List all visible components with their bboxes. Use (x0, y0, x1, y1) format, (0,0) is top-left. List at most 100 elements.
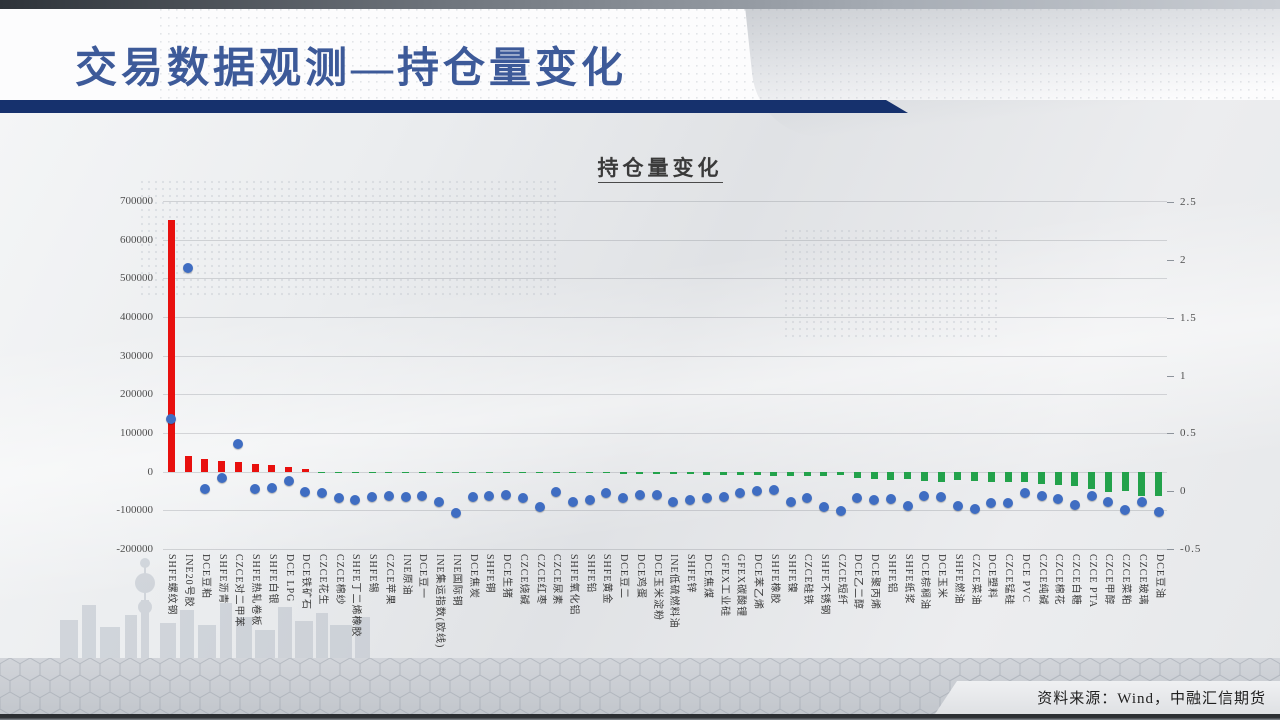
scatter-dot (601, 488, 612, 499)
bar-negative (1021, 471, 1029, 483)
x-axis-category-label: DCE聚丙烯 (869, 554, 881, 610)
scatter-dot (618, 493, 629, 504)
secondary-y-axis-tick (1167, 549, 1174, 550)
bar-negative (971, 471, 979, 481)
x-axis-category-label: INE20号胶 (183, 554, 195, 608)
x-axis-category-label: SHFE橡胶 (768, 554, 780, 605)
bar-positive (218, 460, 226, 472)
x-axis-category-label: INE原油 (400, 554, 412, 596)
x-axis-category-label: CZCE锰硅 (1003, 554, 1015, 606)
x-axis-category-label: CZCE尿素 (551, 554, 563, 606)
bar-negative (736, 471, 744, 476)
scatter-dot (685, 495, 696, 506)
source-text: 资料来源：Wind，中融汇信期货 (1037, 691, 1266, 707)
scatter-dot (852, 493, 863, 504)
x-axis-category-label: DCE塑料 (986, 554, 998, 599)
bottom-edge-line (0, 714, 1280, 720)
bar-negative (770, 471, 778, 476)
scatter-dot (199, 483, 210, 494)
secondary-y-axis-tick (1167, 375, 1174, 377)
gridline (163, 355, 1167, 357)
x-axis-category-label: CZCE对二甲苯 (233, 554, 245, 628)
x-axis-category-label: CZCE菜油 (969, 554, 981, 606)
scatter-dot (233, 438, 244, 449)
scatter-dot (1019, 488, 1030, 499)
scatter-dot (283, 475, 294, 486)
y-axis-tick-label: 100000 (120, 427, 153, 439)
x-axis-category-label: DCE焦炭 (467, 554, 479, 599)
bar-negative (351, 471, 359, 473)
x-axis-category-label: SHFE螺纹钢 (166, 554, 178, 616)
scatter-dot (216, 473, 227, 484)
x-axis-category-label: SHFE丁二烯橡胶 (350, 554, 362, 638)
x-axis-category-label: SHFE铜 (484, 554, 496, 594)
bar-positive (234, 462, 242, 472)
bar-negative (720, 471, 728, 475)
scatter-dot (316, 488, 327, 499)
secondary-y-axis-tick (1167, 259, 1174, 261)
bar-negative (385, 471, 393, 473)
bar-negative (987, 471, 995, 483)
scatter-dot (450, 508, 461, 519)
x-axis-category-label: SHFE铝 (885, 554, 897, 594)
x-axis-category-label: DCE铁矿石 (300, 554, 312, 610)
bar-negative (636, 471, 644, 474)
bar-negative (653, 471, 661, 474)
bar-positive (167, 220, 175, 472)
x-axis-category-label: CZCE烧碱 (517, 554, 529, 606)
scatter-dot (634, 489, 645, 500)
bar-negative (368, 471, 376, 473)
bar-negative (870, 471, 878, 479)
scatter-dot (567, 496, 578, 507)
bar-negative (335, 471, 343, 473)
secondary-y-axis-tick-label: 2 (1180, 253, 1187, 266)
x-axis-category-label: CZCE PTA (1086, 554, 1098, 609)
scatter-dot (969, 503, 980, 514)
scatter-dot (835, 505, 846, 516)
bar-positive (285, 467, 292, 472)
bar-negative (920, 471, 928, 481)
x-axis-category-label: CZCE苹果 (383, 554, 395, 606)
y-axis-tick-label: -200000 (116, 543, 153, 555)
secondary-y-axis-tick-label: 0.5 (1180, 427, 1197, 440)
secondary-y-axis-tick (1167, 317, 1174, 319)
bar-negative (803, 471, 811, 476)
y-axis-tick-label: 0 (147, 465, 154, 478)
scatter-dot (266, 482, 277, 493)
scatter-dot (166, 414, 177, 425)
secondary-y-axis-tick-label: 0 (1180, 485, 1187, 498)
secondary-y-axis-tick-label: 1 (1180, 369, 1187, 382)
y-axis-tick-label: 200000 (120, 388, 153, 401)
bar-negative (418, 471, 426, 473)
scatter-dot (534, 502, 545, 513)
x-axis-category-label: DCE豆二 (618, 554, 630, 599)
bar-negative (1121, 471, 1129, 491)
x-axis-category-label: DCE玉米淀粉 (651, 554, 663, 621)
scatter-dot (885, 494, 896, 505)
secondary-y-axis-tick (1167, 491, 1174, 493)
scatter-dot (651, 489, 662, 500)
x-axis-category-label: GFEX工业硅 (718, 554, 730, 618)
x-axis-category-label: DCE豆一 (417, 554, 429, 599)
bar-negative (552, 471, 560, 473)
scatter-dot (250, 483, 261, 494)
bar-negative (669, 471, 677, 475)
scatter-dot (735, 488, 746, 499)
x-axis-category-label: DCE LPG (283, 554, 295, 603)
scatter-dot (752, 486, 763, 497)
x-axis-category-label: SHFE镍 (785, 554, 797, 594)
scatter-dot (902, 501, 913, 512)
bar-negative (502, 471, 510, 473)
scatter-dot (919, 490, 930, 501)
x-axis-category-label: SHFE锡 (367, 554, 379, 594)
x-axis-category-label: DCE豆油 (1153, 554, 1165, 599)
bar-negative (1104, 471, 1112, 493)
x-axis-category-label: INE国际铜 (450, 554, 462, 607)
y-axis-tick-label: 500000 (120, 272, 153, 285)
gridline (163, 471, 1167, 473)
bar-negative (602, 471, 610, 474)
bar-negative (1088, 471, 1096, 490)
bar-negative (1004, 471, 1012, 482)
bar-negative (820, 471, 828, 477)
scatter-dot (818, 502, 829, 513)
